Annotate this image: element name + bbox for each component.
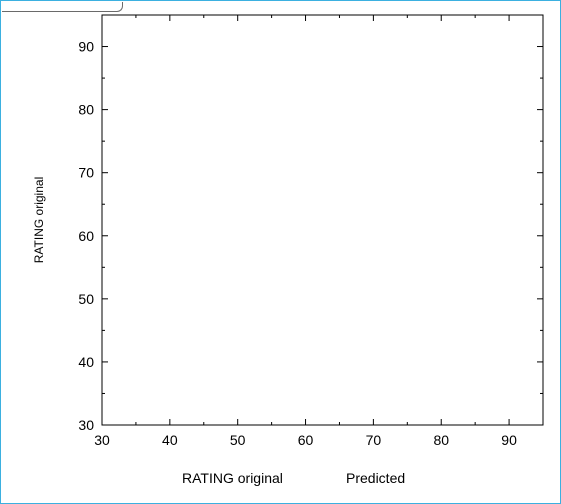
x-tick-label: 90: [501, 432, 517, 448]
x-tick-label: 70: [366, 432, 382, 448]
y-tick-label: 50: [78, 291, 94, 307]
y-tick-label: 70: [78, 165, 94, 181]
panel-tab[interactable]: [2, 2, 123, 12]
y-tick-label: 30: [78, 417, 94, 433]
x-axis-title-predicted: Predicted: [346, 470, 405, 486]
x-tick-label: 30: [94, 432, 110, 448]
x-tick-label: 50: [230, 432, 246, 448]
y-tick-label: 80: [78, 102, 94, 118]
plot-frame: [101, 14, 544, 426]
x-tick-label: 40: [162, 432, 178, 448]
axes: 30 40 50 60 70 80 90 30 40 50 60 70 80 90: [78, 14, 544, 448]
x-axis-title: RATING original: [182, 470, 283, 486]
x-tick-label: 80: [433, 432, 449, 448]
y-tick-label: 40: [78, 354, 94, 370]
y-tick-label: 90: [78, 39, 94, 55]
y-tick-label: 60: [78, 228, 94, 244]
x-tick-label: 60: [298, 432, 314, 448]
y-axis-title: RATING original: [32, 177, 46, 263]
